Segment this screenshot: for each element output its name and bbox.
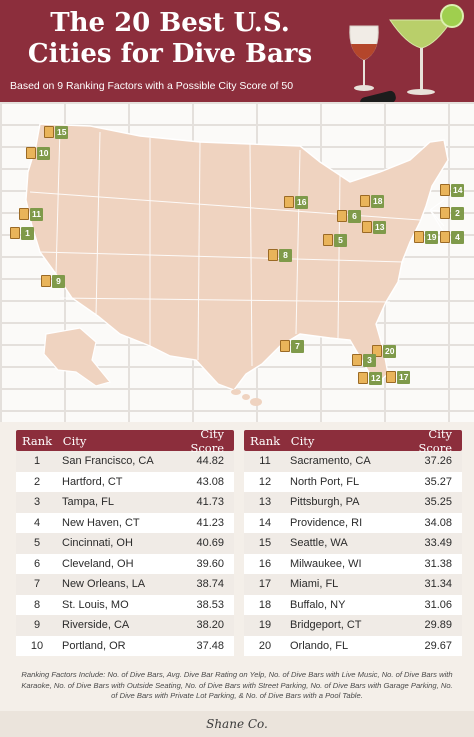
drinks-illustration-icon <box>349 4 464 102</box>
brand-logo: Shane Co. <box>0 711 474 737</box>
table-row: 2 Hartford, CT 43.08 <box>16 471 234 492</box>
beer-mug-icon <box>268 249 278 261</box>
map-pin: 19 <box>414 230 439 244</box>
beer-mug-icon <box>19 208 29 220</box>
beer-mug-icon <box>360 195 370 207</box>
beer-mug-icon <box>358 372 368 384</box>
beer-mug-icon <box>440 184 450 196</box>
city-header: City <box>62 433 87 448</box>
map-pin: 15 <box>44 125 69 139</box>
table-row: 4 New Haven, CT 41.23 <box>16 512 234 533</box>
rank-header: Rank <box>22 433 53 448</box>
beer-mug-icon <box>386 371 396 383</box>
table-row: 9 Riverside, CA 38.20 <box>16 615 234 636</box>
rank-header: Rank <box>250 433 281 448</box>
table-row: 8 St. Louis, MO 38.53 <box>16 594 234 615</box>
title-line-1: The 20 Best U.S. <box>50 8 290 38</box>
map-pin: 16 <box>284 195 309 209</box>
beer-mug-icon <box>284 196 294 208</box>
map-pin: 17 <box>386 370 411 384</box>
map-pin: 6 <box>337 209 361 223</box>
map-pin: 20 <box>372 344 397 358</box>
beer-mug-icon <box>41 275 51 287</box>
score-header: City Score <box>418 426 452 455</box>
table-row: 5 Cincinnati, OH 40.69 <box>16 533 234 554</box>
map-pin: 11 <box>19 207 43 221</box>
table-row: 10 Portland, OR 37.48 <box>16 635 234 656</box>
table-row: 18 Buffalo, NY 31.06 <box>244 594 462 615</box>
map-pin: 3 <box>352 353 376 367</box>
usa-map <box>25 123 449 406</box>
map-pin: 7 <box>280 339 304 353</box>
map-pin: 2 <box>440 206 464 220</box>
beer-mug-icon <box>280 340 290 352</box>
table-row: 1 San Francisco, CA 44.82 <box>16 451 234 472</box>
page-title: The 20 Best U.S. Cities for Dive Bars <box>0 8 340 70</box>
table-body: 1 San Francisco, CA 44.82 2 Hartford, CT 43.… <box>16 451 234 656</box>
ranking-factors-footnote: Ranking Factors Include: No. of Dive Bar… <box>21 670 453 700</box>
brick-wall-background: 15 10 11 1 9 16 8 7 6 5 18 13 14 2 19 4 … <box>0 102 474 422</box>
subtitle: Based on 9 Ranking Factors with a Possib… <box>10 80 294 92</box>
map-pin: 12 <box>358 371 383 385</box>
table-header: Rank City City Score <box>244 427 462 455</box>
map-pin: 13 <box>362 220 387 234</box>
beer-mug-icon <box>362 221 372 233</box>
map-pin: 8 <box>268 248 292 262</box>
beer-mug-icon <box>414 231 424 243</box>
beer-mug-icon <box>44 126 54 138</box>
table-body: 11 Sacramento, CA 37.26 12 North Port, FL 35… <box>244 451 462 656</box>
ranking-table-left: Rank City City Score 1 San Francisco, CA 4… <box>16 427 234 656</box>
beer-mug-icon <box>323 234 333 246</box>
table-row: 16 Milwaukee, WI 31.38 <box>244 553 462 574</box>
table-row: 12 North Port, FL 35.27 <box>244 471 462 492</box>
beer-mug-icon <box>26 147 36 159</box>
map-pin: 18 <box>360 194 385 208</box>
map-pin: 1 <box>10 226 34 240</box>
map-pin: 4 <box>440 230 464 244</box>
table-row: 7 New Orleans, LA 38.74 <box>16 574 234 595</box>
table-row: 11 Sacramento, CA 37.26 <box>244 451 462 472</box>
city-header: City <box>290 433 315 448</box>
beer-mug-icon <box>440 207 450 219</box>
table-row: 17 Miami, FL 31.34 <box>244 574 462 595</box>
map-pin: 10 <box>26 146 51 160</box>
table-row: 14 Providence, RI 34.08 <box>244 512 462 533</box>
beer-mug-icon <box>352 354 362 366</box>
beer-mug-icon <box>372 345 382 357</box>
beer-mug-icon <box>440 231 450 243</box>
ranking-table-right: Rank City City Score 11 Sacramento, CA 37.… <box>244 427 462 656</box>
table-row: 19 Bridgeport, CT 29.89 <box>244 615 462 636</box>
table-row: 20 Orlando, FL 29.67 <box>244 635 462 656</box>
map-pin: 14 <box>440 183 465 197</box>
map-pin: 9 <box>41 274 65 288</box>
table-header: Rank City City Score <box>16 427 234 455</box>
beer-mug-icon <box>10 227 20 239</box>
table-row: 6 Cleveland, OH 39.60 <box>16 553 234 574</box>
table-row: 15 Seattle, WA 33.49 <box>244 533 462 554</box>
table-row: 3 Tampa, FL 41.73 <box>16 492 234 513</box>
header-banner: The 20 Best U.S. Cities for Dive Bars Ba… <box>0 0 474 102</box>
table-row: 13 Pittsburgh, PA 35.25 <box>244 492 462 513</box>
beer-mug-icon <box>337 210 347 222</box>
title-line-2: Cities for Dive Bars <box>27 39 313 69</box>
map-pin: 5 <box>323 233 347 247</box>
score-header: City Score <box>190 426 224 455</box>
